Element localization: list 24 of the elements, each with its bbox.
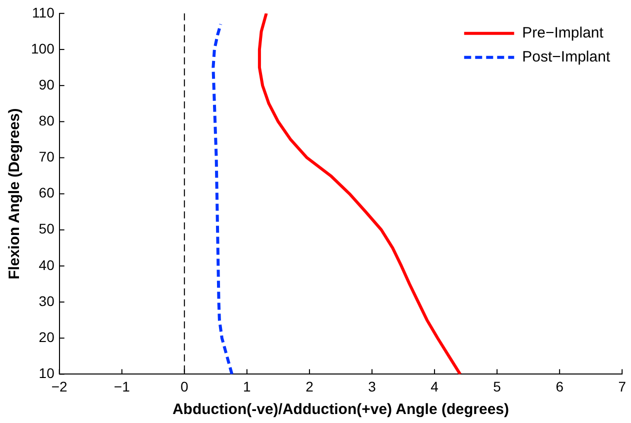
y-tick-label: 90 (38, 76, 55, 92)
legend-label: Post−Implant (522, 48, 611, 66)
y-axis-title: Flexion Angle (Degrees) (6, 108, 24, 280)
y-tick-label: 20 (38, 328, 55, 345)
x-tick-label: 4 (430, 378, 439, 394)
y-tick-label: 70 (38, 148, 55, 165)
x-axis-title: Abduction(-ve)/Adduction(+ve) Angle (degrees) (172, 401, 510, 418)
y-tick-label: 80 (38, 112, 55, 128)
x-tick-label: 0 (180, 378, 189, 394)
y-tick-label: 50 (38, 220, 55, 237)
x-tick-label: 5 (493, 378, 502, 394)
line-series (212, 22, 234, 374)
y-tick-label: 40 (38, 256, 55, 273)
x-tick-label: 1 (243, 378, 252, 394)
x-tick-label: 2 (306, 378, 314, 394)
y-tick-label: 30 (38, 292, 55, 309)
x-tick-label: 3 (368, 378, 376, 394)
x-tick-label: 7 (618, 378, 626, 394)
y-tick-label: 100 (31, 40, 55, 56)
x-tick-label: 6 (556, 378, 564, 394)
x-tick-label: −1 (114, 378, 130, 394)
legend-label: Pre−Implant (522, 24, 604, 42)
y-tick-label: 110 (32, 4, 55, 20)
y-tick-label: 60 (38, 184, 55, 201)
